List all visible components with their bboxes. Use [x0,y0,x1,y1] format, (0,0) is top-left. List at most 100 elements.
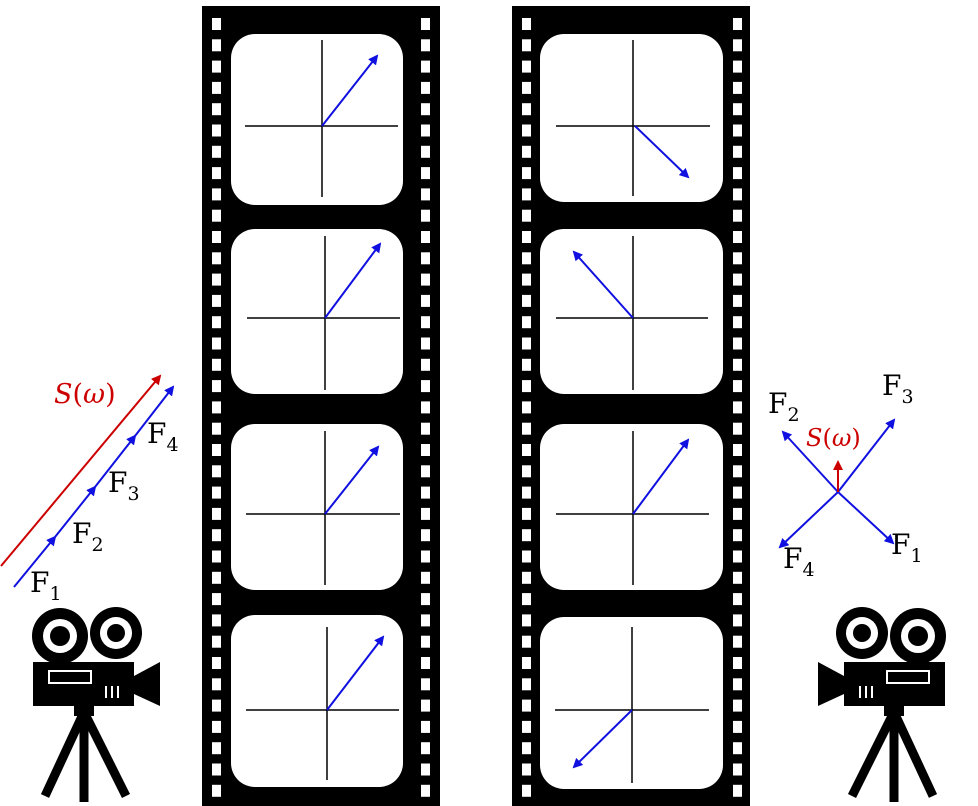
film-perforation [421,316,430,329]
film-frame-left-4 [231,615,403,787]
film-perforation [733,571,742,584]
film-perforation [733,358,742,371]
film-perforation [522,614,531,627]
film-perforations-right [522,18,742,797]
vector-f3-arrow [837,418,896,493]
film-perforation [421,422,430,435]
film-perforation [522,39,531,52]
film-perforation [733,550,742,563]
film-perforation [522,635,531,648]
film-perforation [212,60,221,73]
film-perforation [212,337,221,350]
frame-vector-arrow [321,54,379,127]
film-perforation [733,167,742,180]
film-perforation [522,209,531,222]
film-perforation [522,657,531,669]
label-f1: F1 [891,528,923,567]
film-perforation [522,273,531,286]
film-perforation [212,81,221,94]
film-perforation [522,784,531,797]
film-perforation [212,380,221,393]
film-perforation [421,401,430,414]
film-perforation [733,614,742,627]
film-perforation [421,380,430,393]
film-perforation [212,273,221,286]
film-perforation [212,678,221,691]
film-perforation [421,273,430,286]
film-perforation [421,635,430,648]
film-perforation [522,252,531,265]
film-frame-right-2 [540,229,723,394]
film-perforation [421,571,430,584]
film-perforation [421,337,430,350]
film-perforation [522,380,531,393]
film-perforation [421,678,430,691]
film-perforation [522,81,531,94]
label-f2: F2 [72,517,104,556]
film-perforation [212,742,221,755]
film-strip-left [202,6,440,806]
film-perforation [733,39,742,52]
label-f1: F1 [30,566,62,605]
film-perforation [522,593,531,606]
frame-vector-arrow [632,438,690,515]
film-perforation [733,699,742,712]
film-perforation [733,145,742,158]
film-perforation [212,507,221,520]
film-perforation [733,252,742,265]
film-perforation [421,465,430,478]
film-perforation [522,444,531,456]
film-perforation [733,678,742,691]
film-perforation [421,145,430,158]
film-perforation [522,571,531,584]
film-perforation [421,444,430,456]
film-perforation [421,593,430,606]
film-perforation [733,231,742,243]
film-perforation [212,614,221,627]
vector-f1-arrow [13,535,57,588]
film-frame-left-2 [231,229,403,394]
film-perforation [421,657,430,669]
film-perforation [212,657,221,669]
film-perforation [212,529,221,542]
film-perforation [522,358,531,371]
film-perforation [421,294,430,307]
film-perforation [522,316,531,329]
film-perforation [421,209,430,222]
vector-f1-arrow [837,491,895,545]
film-perforation [421,358,430,371]
frame-vector-arrow [572,709,633,769]
frame-vector-arrow [326,635,385,711]
vector-f4-arrow [778,491,839,549]
film-perforation [212,103,221,116]
film-perforation [212,763,221,776]
label-f2: F2 [768,387,800,426]
film-perforation [522,145,531,158]
film-perforation [522,294,531,307]
film-perforation [212,167,221,180]
film-perforation [733,635,742,648]
film-perforation [421,252,430,265]
film-perforation [421,103,430,116]
film-perforation [733,188,742,201]
film-perforation [421,550,430,563]
film-perforation [421,39,430,52]
film-perforation [212,252,221,265]
frame-vector-arrow [324,242,382,319]
film-perforation [421,60,430,73]
film-perforation [522,422,531,435]
vector-f2-arrow [781,430,839,493]
film-perforation [421,763,430,776]
film-perforation [421,529,430,542]
label-f3: F3 [108,466,140,505]
film-frame-right-3 [540,424,723,590]
film-perforation [212,18,221,30]
vector-f2-arrow [54,485,97,538]
film-perforation [212,486,221,499]
vector-f3-arrow [94,434,137,488]
film-strip-right [512,6,750,806]
film-perforation [733,763,742,776]
film-perforation [421,507,430,520]
film-perforation [421,231,430,243]
